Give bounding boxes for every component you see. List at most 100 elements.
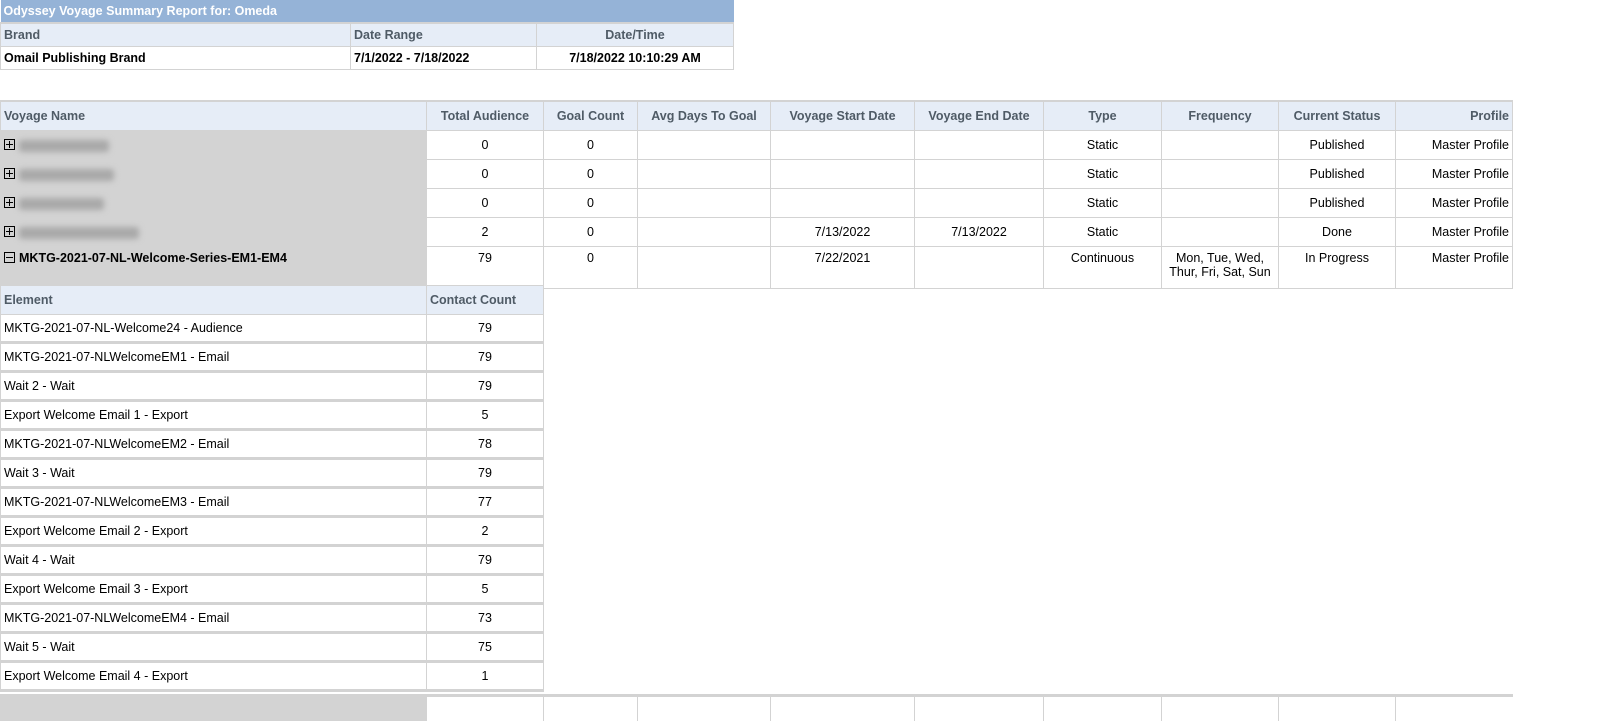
voyage-audience-cell: 0 — [426, 130, 544, 160]
element-row: Export Welcome Email 2 - Export 2 — [0, 516, 544, 547]
report-summary-table: Odyssey Voyage Summary Report for: Omeda… — [0, 0, 734, 70]
contact-count-cell: 79 — [426, 458, 544, 489]
voyage-row: 0 0 Static Published Master Profile — [0, 188, 1513, 218]
contact-count-cell: 75 — [426, 632, 544, 663]
voyage-goal-cell: 0 — [543, 217, 638, 247]
element-name-cell: Export Welcome Email 1 - Export — [0, 400, 427, 431]
date-range-header: Date Range — [350, 22, 537, 47]
element-name-cell: MKTG-2021-07-NL-Welcome24 - Audience — [0, 314, 427, 344]
partial-cell — [1278, 694, 1396, 721]
voyage-type-cell: Static — [1043, 217, 1162, 247]
column-header-voyage-start-date: Voyage Start Date — [770, 100, 915, 131]
column-header-profile: Profile — [1395, 100, 1513, 131]
voyage-goal-cell: 0 — [543, 188, 638, 218]
partial-cell — [543, 694, 638, 721]
element-row: MKTG-2021-07-NLWelcomeEM1 - Email 79 — [0, 342, 544, 373]
voyage-avg-cell — [637, 130, 771, 160]
voyage-row: 0 0 Static Published Master Profile — [0, 159, 1513, 189]
collapse-icon[interactable] — [4, 252, 15, 263]
element-row: Wait 3 - Wait 79 — [0, 458, 544, 489]
voyage-start-cell — [770, 188, 915, 218]
column-header-avg-days-to-goal: Avg Days To Goal — [637, 100, 771, 131]
element-row: Export Welcome Email 4 - Export 1 — [0, 661, 544, 692]
voyage-name-cell — [0, 130, 427, 160]
voyage-profile-cell: Master Profile — [1395, 130, 1513, 160]
partial-cell — [1043, 694, 1162, 721]
column-header-goal-count: Goal Count — [543, 100, 638, 131]
voyage-freq-cell — [1161, 217, 1279, 247]
partial-cell — [770, 694, 915, 721]
contact-count-cell: 77 — [426, 487, 544, 518]
partial-cell — [637, 694, 771, 721]
partial-cell — [914, 694, 1044, 721]
column-header-total-audience: Total Audience — [426, 100, 544, 131]
voyage-freq-cell — [1161, 159, 1279, 189]
contact-count-cell: 78 — [426, 429, 544, 460]
voyage-audience-cell: 79 — [426, 246, 544, 289]
element-name-cell: Export Welcome Email 2 - Export — [0, 516, 427, 547]
voyage-profile-cell: Master Profile — [1395, 217, 1513, 247]
brand-value: Omail Publishing Brand — [0, 46, 351, 70]
date-time-value: 7/18/2022 10:10:29 AM — [536, 46, 734, 70]
voyage-status-cell: Published — [1278, 159, 1396, 189]
voyage-type-cell: Static — [1043, 159, 1162, 189]
contact-count-cell: 79 — [426, 545, 544, 576]
expand-icon[interactable] — [4, 197, 15, 208]
next-voyage-row-partial — [0, 694, 1513, 721]
voyage-avg-cell — [637, 217, 771, 247]
expand-icon[interactable] — [4, 168, 15, 179]
partial-cell — [1395, 694, 1513, 721]
voyage-profile-cell: Master Profile — [1395, 188, 1513, 218]
contact-count-cell: 79 — [426, 314, 544, 344]
voyage-audience-cell: 0 — [426, 188, 544, 218]
contact-count-header: Contact Count — [426, 285, 544, 315]
element-row: MKTG-2021-07-NLWelcomeEM4 - Email 73 — [0, 603, 544, 634]
element-header: Element — [0, 285, 427, 315]
expand-icon[interactable] — [4, 139, 15, 150]
voyage-row: 2 0 7/13/2022 7/13/2022 Static Done Master Pro… — [0, 217, 1513, 247]
element-row: Wait 4 - Wait 79 — [0, 545, 544, 576]
contact-count-cell: 73 — [426, 603, 544, 634]
element-row: Wait 5 - Wait 75 — [0, 632, 544, 663]
element-row: Wait 2 - Wait 79 — [0, 371, 544, 402]
voyage-profile-cell: Master Profile — [1395, 159, 1513, 189]
voyage-goal-cell: 0 — [543, 159, 638, 189]
element-name-cell: MKTG-2021-07-NLWelcomeEM4 - Email — [0, 603, 427, 634]
element-name-cell: MKTG-2021-07-NLWelcomeEM3 - Email — [0, 487, 427, 518]
voyage-row: MKTG-2021-07-NL-Welcome-Series-EM1-EM4 79… — [0, 246, 1513, 289]
voyage-end-cell — [914, 159, 1044, 189]
contact-count-cell: 79 — [426, 371, 544, 402]
voyage-name-cell — [0, 188, 427, 218]
voyage-row: 0 0 Static Published Master Profile — [0, 130, 1513, 160]
voyage-name-cell — [0, 217, 427, 247]
voyage-goal-cell: 0 — [543, 130, 638, 160]
contact-count-cell: 5 — [426, 400, 544, 431]
voyage-end-cell: 7/13/2022 — [914, 217, 1044, 247]
element-row: MKTG-2021-07-NL-Welcome24 - Audience 79 — [0, 314, 544, 344]
redacted-voyage-name — [19, 226, 139, 239]
element-row: MKTG-2021-07-NLWelcomeEM2 - Email 78 — [0, 429, 544, 460]
column-header-type: Type — [1043, 100, 1162, 131]
date-range-value: 7/1/2022 - 7/18/2022 — [350, 46, 537, 70]
expand-icon[interactable] — [4, 226, 15, 237]
column-header-voyage-end-date: Voyage End Date — [914, 100, 1044, 131]
element-name-cell: Wait 5 - Wait — [0, 632, 427, 663]
voyage-avg-cell — [637, 246, 771, 289]
voyage-type-cell: Continuous — [1043, 246, 1162, 289]
element-row: Export Welcome Email 1 - Export 5 — [0, 400, 544, 431]
voyage-end-cell — [914, 188, 1044, 218]
voyage-avg-cell — [637, 159, 771, 189]
voyage-audience-cell: 2 — [426, 217, 544, 247]
redacted-voyage-name — [19, 197, 104, 210]
element-name-cell: MKTG-2021-07-NLWelcomeEM2 - Email — [0, 429, 427, 460]
report-title: Odyssey Voyage Summary Report for: Omeda — [0, 0, 734, 24]
voyage-name-cell — [0, 159, 427, 189]
brand-header: Brand — [0, 22, 351, 47]
voyage-end-cell — [914, 246, 1044, 289]
voyage-start-cell: 7/22/2021 — [770, 246, 915, 289]
voyage-type-cell: Static — [1043, 188, 1162, 218]
element-name-cell: Wait 4 - Wait — [0, 545, 427, 576]
element-name-cell: Wait 2 - Wait — [0, 371, 427, 402]
voyage-freq-cell: Mon, Tue, Wed, Thur, Fri, Sat, Sun — [1161, 246, 1279, 289]
voyage-audience-cell: 0 — [426, 159, 544, 189]
